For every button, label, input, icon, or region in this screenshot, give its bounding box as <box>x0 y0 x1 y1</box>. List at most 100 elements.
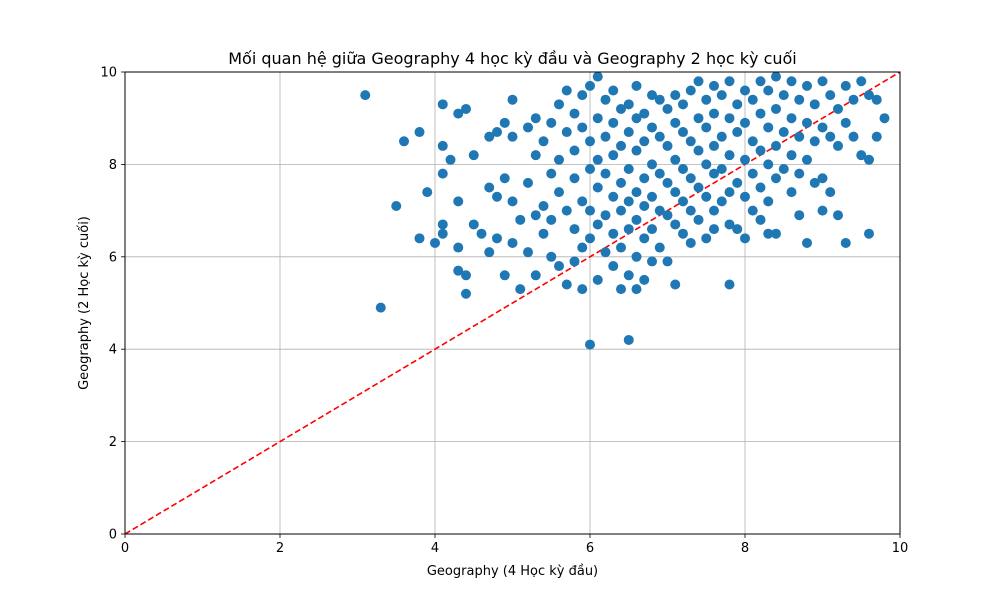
scatter-point <box>848 131 859 142</box>
scatter-point <box>631 145 642 156</box>
scatter-point <box>600 131 611 142</box>
scatter-point <box>786 113 797 124</box>
scatter-point <box>515 214 526 225</box>
scatter-point <box>585 164 595 175</box>
scatter-point <box>778 90 789 101</box>
scatter-point <box>492 233 502 244</box>
scatter-point <box>740 233 750 244</box>
scatter-point <box>623 334 634 345</box>
scatter-point <box>600 168 611 179</box>
scatter-point <box>631 80 642 91</box>
scatter-point <box>631 284 642 295</box>
scatter-point <box>662 256 673 267</box>
scatter-point <box>716 196 727 207</box>
scatter-point <box>585 233 595 244</box>
scatter-point <box>678 99 688 110</box>
x-tick-label: 6 <box>586 541 594 556</box>
scatter-point <box>453 108 464 119</box>
scatter-point <box>414 127 425 138</box>
scatter-point <box>569 256 580 267</box>
scatter-point <box>685 173 696 184</box>
scatter-point <box>616 242 626 253</box>
scatter-point <box>647 224 657 235</box>
scatter-point <box>670 187 681 198</box>
scatter-point <box>515 284 526 295</box>
scatter-point <box>670 279 681 290</box>
scatter-point <box>809 136 820 147</box>
scatter-point <box>530 270 541 281</box>
scatter-point <box>608 261 619 272</box>
scatter-point <box>802 117 812 128</box>
scatter-point <box>592 274 603 285</box>
scatter-point <box>825 90 836 101</box>
scatter-point <box>554 187 564 198</box>
scatter-point <box>732 177 743 188</box>
scatter-point <box>647 90 657 101</box>
scatter-point <box>569 173 580 184</box>
scatter-point <box>507 94 518 105</box>
scatter-point <box>771 103 781 114</box>
scatter-point <box>701 94 712 105</box>
scatter-point <box>399 136 409 147</box>
scatter-point <box>561 127 572 138</box>
scatter-point <box>763 196 774 207</box>
x-tick-label: 2 <box>276 541 284 556</box>
scatter-point <box>755 76 766 87</box>
scatter-point <box>600 94 611 105</box>
scatter-point <box>647 256 657 267</box>
scatter-point <box>623 127 634 138</box>
scatter-point <box>523 122 533 133</box>
x-tick-label: 8 <box>741 541 749 556</box>
scatter-point <box>856 76 867 87</box>
scatter-point <box>461 103 471 114</box>
scatter-point <box>771 71 781 82</box>
scatter-point <box>437 99 448 110</box>
scatter-point <box>608 150 619 161</box>
scatter-point <box>492 191 502 202</box>
scatter-point <box>709 205 719 216</box>
scatter-point <box>809 177 820 188</box>
scatter-point <box>546 251 557 262</box>
scatter-point <box>623 164 634 175</box>
scatter-point <box>639 274 650 285</box>
scatter-point <box>794 131 805 142</box>
scatter-point <box>430 237 440 248</box>
scatter-point <box>499 117 510 128</box>
scatter-point <box>755 214 766 225</box>
scatter-point <box>864 90 874 101</box>
scatter-point <box>732 224 743 235</box>
scatter-point <box>631 113 642 124</box>
scatter-point <box>391 200 402 211</box>
scatter-point <box>833 103 843 114</box>
scatter-point <box>530 210 541 221</box>
scatter-point <box>771 228 781 239</box>
scatter-point <box>778 164 789 175</box>
scatter-point <box>840 117 851 128</box>
scatter-point <box>654 94 665 105</box>
x-tick-label: 0 <box>121 541 129 556</box>
scatter-point <box>639 136 650 147</box>
scatter-point <box>701 233 712 244</box>
scatter-point <box>484 131 495 142</box>
scatter-point <box>476 228 487 239</box>
scatter-point <box>747 94 758 105</box>
reference-line-layer <box>124 71 901 535</box>
x-axis-ticks: 0 2 4 6 8 10 <box>121 534 908 556</box>
scatter-point <box>484 182 495 193</box>
scatter-point <box>670 154 681 165</box>
scatter-point <box>771 140 781 151</box>
x-tick-label: 10 <box>892 541 909 556</box>
y-tick-label: 4 <box>109 343 117 358</box>
scatter-point <box>802 154 812 165</box>
chart-title: Mối quan hệ giữa Geography 4 học kỳ đầu … <box>228 49 797 68</box>
y-tick-label: 2 <box>109 435 117 450</box>
scatter-point <box>724 113 735 124</box>
scatter-point <box>802 237 812 248</box>
scatter-point <box>848 94 859 105</box>
scatter-point <box>794 210 805 221</box>
scatter-point <box>437 219 448 230</box>
scatter-point <box>825 131 836 142</box>
scatter-point <box>740 154 750 165</box>
scatter-point <box>654 205 665 216</box>
scatter-point <box>701 159 712 170</box>
